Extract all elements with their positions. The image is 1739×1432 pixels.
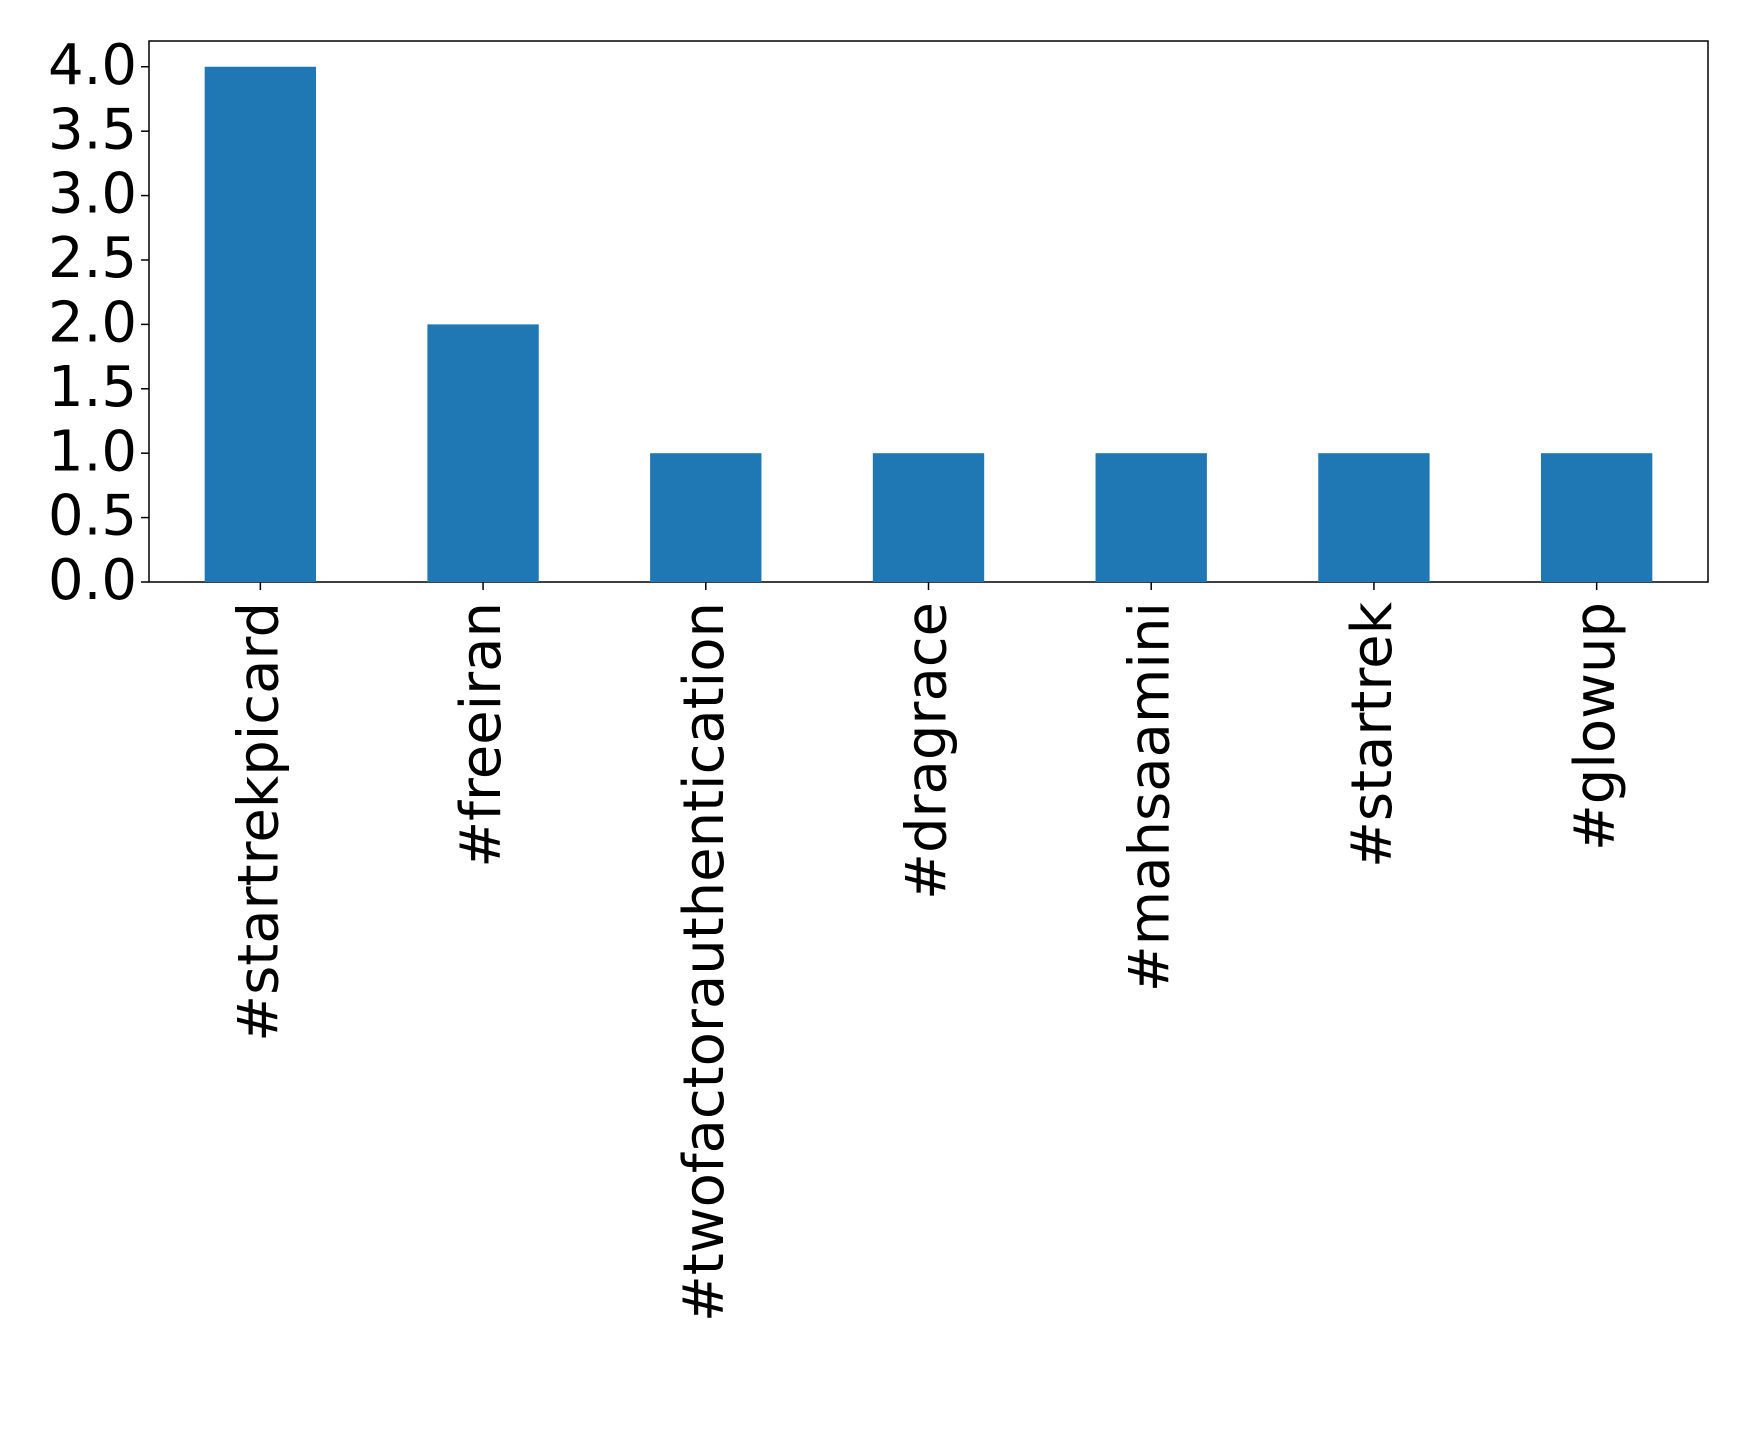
y-tick-label: 3.5 xyxy=(48,97,137,162)
y-tick-label: 2.5 xyxy=(48,226,137,291)
x-tick-label: #twofactorauthentication xyxy=(672,602,737,1322)
x-tick-label: #freeiran xyxy=(449,602,514,868)
x-tick-label: #glowup xyxy=(1563,602,1628,851)
x-tick-label: #startrek xyxy=(1340,601,1405,868)
bar xyxy=(1318,453,1430,582)
x-tick-label: #startrekpicard xyxy=(226,602,291,1042)
y-tick-label: 2.0 xyxy=(48,291,137,356)
y-tick-label: 3.0 xyxy=(48,162,137,227)
y-tick-label: 1.5 xyxy=(48,355,137,420)
y-tick-label: 1.0 xyxy=(48,419,137,484)
bar xyxy=(1540,453,1653,582)
bar xyxy=(1095,453,1207,582)
bar xyxy=(650,453,762,582)
x-tick-label: #dragrace xyxy=(895,602,960,900)
y-tick-label: 4.0 xyxy=(48,33,137,98)
x-tick-label: #mahsaamini xyxy=(1117,602,1182,992)
bar xyxy=(872,453,985,582)
bar xyxy=(204,66,317,582)
y-tick-label: 0.5 xyxy=(48,484,137,549)
y-tick-label: 0.0 xyxy=(48,548,137,613)
bar xyxy=(427,324,539,582)
